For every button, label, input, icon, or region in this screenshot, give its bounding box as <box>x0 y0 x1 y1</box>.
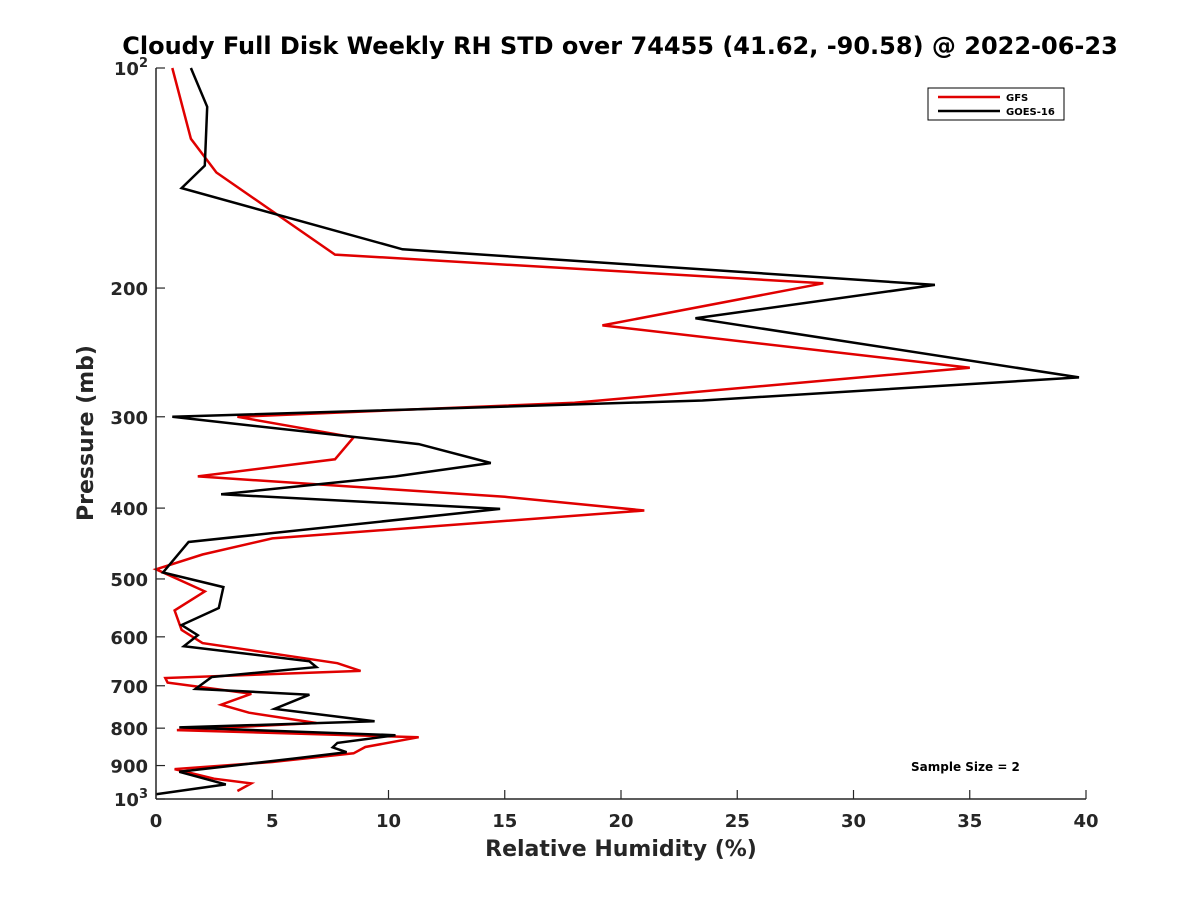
sample-size-annotation: Sample Size = 2 <box>911 760 1020 774</box>
y-tick-label: 300 <box>110 408 148 429</box>
y-tick-label: 103 <box>114 787 148 811</box>
plot-background <box>156 68 1086 799</box>
chart-title: Cloudy Full Disk Weekly RH STD over 7445… <box>122 32 1118 60</box>
series-line-gfs <box>152 67 970 793</box>
legend: GFS GOES-16 <box>927 87 1065 121</box>
y-tick-label: 900 <box>110 757 148 778</box>
legend-label-gfs: GFS <box>1006 93 1028 104</box>
x-tick-label: 5 <box>266 811 279 832</box>
y-tick-label: 500 <box>110 570 148 591</box>
y-tick-label: 600 <box>110 628 148 649</box>
y-tick-label: 200 <box>110 279 148 300</box>
y-tick-label: 102 <box>114 56 148 80</box>
x-tick-label: 40 <box>1073 811 1098 832</box>
x-tick-label: 15 <box>492 811 517 832</box>
x-tick-label: 25 <box>725 811 750 832</box>
y-tick-label: 800 <box>110 719 148 740</box>
y-tick-label: 700 <box>110 677 148 698</box>
x-tick-label: 30 <box>841 811 866 832</box>
legend-box <box>927 87 1065 121</box>
legend-label-goes16: GOES-16 <box>1006 107 1055 118</box>
x-axis-label: Relative Humidity (%) <box>485 837 757 862</box>
series-lines <box>152 67 1080 796</box>
x-ticks: 0 5 10 15 20 25 30 35 40 <box>150 790 1099 832</box>
series-line-goes16 <box>155 67 1080 796</box>
x-tick-label: 10 <box>376 811 401 832</box>
x-tick-label: 0 <box>150 811 163 832</box>
y-ticks: 102 200 300 400 500 600 700 800 900 103 <box>110 56 165 811</box>
x-tick-label: 20 <box>608 811 633 832</box>
x-tick-label: 35 <box>957 811 982 832</box>
y-axis-label: Pressure (mb) <box>74 345 99 521</box>
y-tick-label: 400 <box>110 499 148 520</box>
